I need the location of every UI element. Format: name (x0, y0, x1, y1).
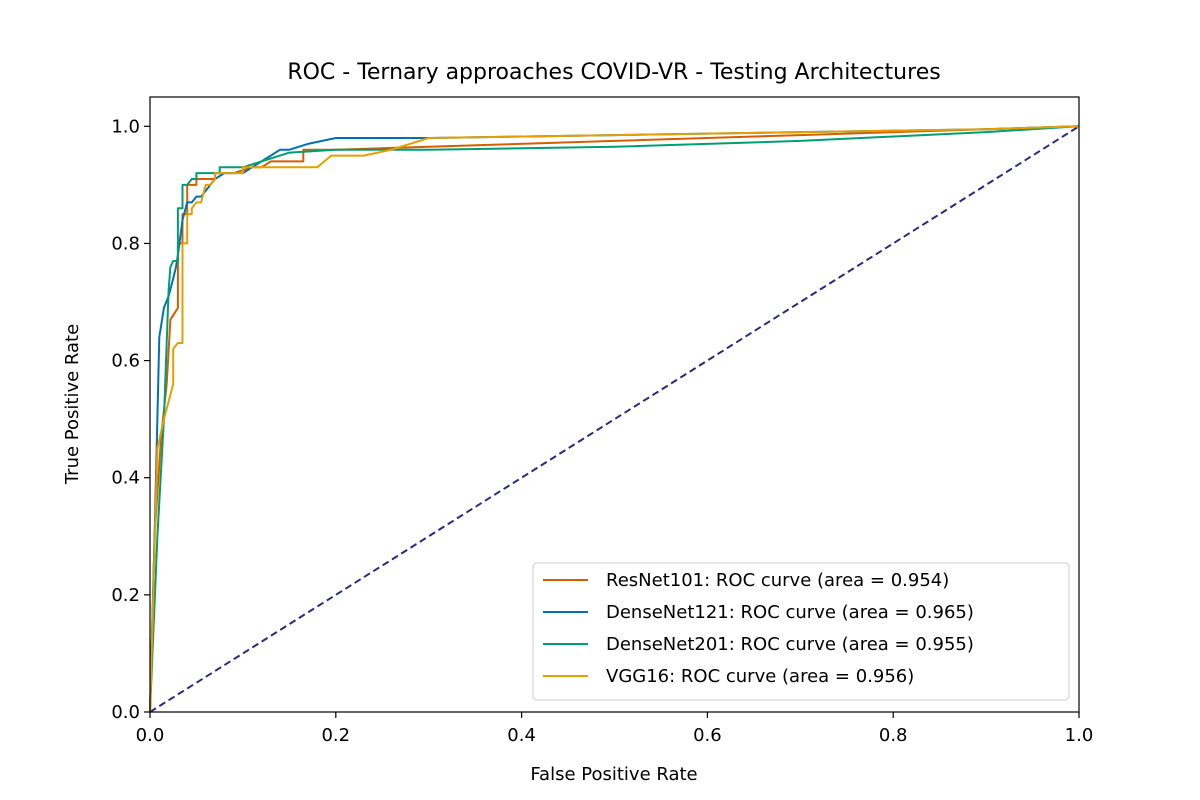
legend: ResNet101: ROC curve (area = 0.954) Dense… (532, 562, 1070, 701)
x-tick-label: 0.2 (321, 725, 350, 746)
y-axis-label: True Positive Rate (62, 324, 83, 485)
legend-items: ResNet101: ROC curve (area = 0.954) Dense… (543, 570, 974, 687)
legend-label: ResNet101: ROC curve (area = 0.954) (606, 570, 949, 591)
chart-title: ROC - Ternary approaches COVID-VR - Test… (287, 60, 940, 85)
x-tick-label: 0.4 (507, 725, 536, 746)
y-axis-ticks: 0.0 0.2 0.4 0.6 0.8 1.0 (111, 116, 150, 723)
series-line-densenet201 (149, 125, 1080, 713)
legend-label: VGG16: ROC curve (area = 0.956) (606, 666, 914, 687)
y-tick-label: 0.6 (111, 351, 140, 372)
y-tick-label: 1.0 (111, 116, 140, 137)
x-tick-label: 1.0 (1065, 725, 1094, 746)
legend-label: DenseNet121: ROC curve (area = 0.965) (606, 602, 974, 623)
x-tick-label: 0.8 (879, 725, 908, 746)
y-tick-label: 0.4 (111, 468, 140, 489)
legend-label: DenseNet201: ROC curve (area = 0.955) (606, 634, 974, 655)
legend-box (532, 562, 1070, 701)
series-layer (149, 125, 1080, 713)
chance-baseline-line (149, 125, 1080, 713)
x-axis-ticks: 0.0 0.2 0.4 0.6 0.8 1.0 (136, 712, 1094, 746)
plot-frame (149, 96, 1080, 713)
legend-entry-resnet101: ResNet101: ROC curve (area = 0.954) (543, 570, 949, 591)
y-tick-label: 0.0 (111, 702, 140, 723)
legend-entry-densenet121: DenseNet121: ROC curve (area = 0.965) (543, 602, 974, 623)
x-axis-label: False Positive Rate (530, 764, 697, 785)
series-line-vgg16 (149, 125, 1080, 713)
x-tick-label: 0.6 (693, 725, 722, 746)
legend-entry-densenet201: DenseNet201: ROC curve (area = 0.955) (543, 634, 974, 655)
x-tick-label: 0.0 (136, 725, 165, 746)
y-tick-label: 0.8 (111, 233, 140, 254)
legend-entry-vgg16: VGG16: ROC curve (area = 0.956) (543, 666, 914, 687)
y-tick-label: 0.2 (111, 585, 140, 606)
